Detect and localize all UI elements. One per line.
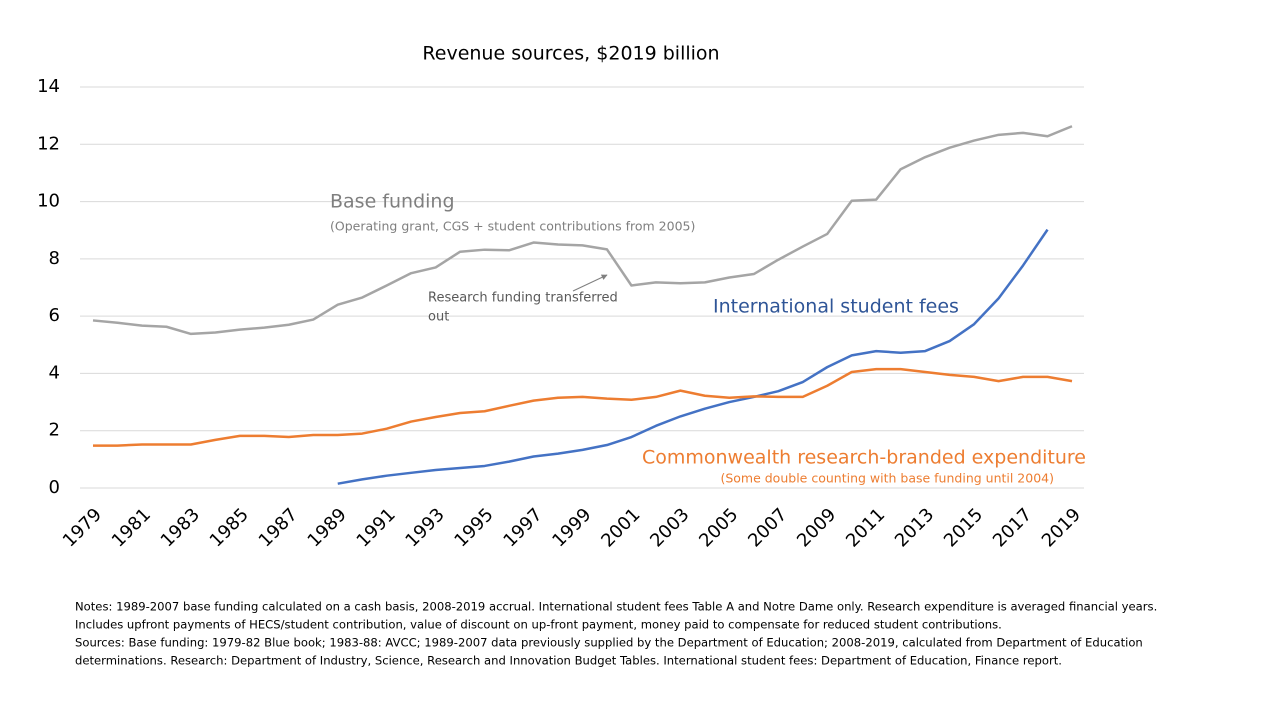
x-tick-label: 1991 — [353, 504, 400, 551]
x-tick-label: 2015 — [940, 504, 987, 551]
x-tick-label: 2005 — [695, 504, 742, 551]
y-tick-label: 8 — [49, 248, 60, 269]
annotation: out — [428, 310, 449, 325]
annotation-arrow — [572, 274, 608, 292]
footnote: determinations. Research: Department of … — [75, 654, 1062, 668]
x-tick-label: 2001 — [597, 504, 644, 551]
y-tick-label: 4 — [49, 362, 60, 383]
y-tick-label: 14 — [37, 76, 60, 97]
y-tick-label: 0 — [49, 477, 60, 498]
x-tick-label: 1999 — [548, 504, 595, 551]
chart-title: Revenue sources, $2019 billion — [422, 43, 719, 65]
x-tick-label: 1983 — [157, 504, 204, 551]
x-tick-label: 2009 — [793, 504, 840, 551]
x-tick-label: 1993 — [401, 504, 448, 551]
x-tick-label: 1981 — [108, 504, 155, 551]
x-tick-label: 2003 — [646, 504, 693, 551]
y-tick-label: 2 — [49, 420, 60, 441]
line-series — [93, 367, 1073, 447]
y-tick-label: 6 — [49, 305, 60, 326]
series-note: (Some double counting with base funding … — [720, 471, 1054, 486]
footnote: Notes: 1989-2007 base funding calculated… — [75, 600, 1157, 614]
x-tick-label: 1985 — [206, 504, 253, 551]
x-tick-label: 1995 — [450, 504, 497, 551]
line-series — [92, 125, 1073, 336]
series-note: (Operating grant, CGS + student contribu… — [330, 219, 695, 234]
y-tick-label: 12 — [37, 133, 60, 154]
x-tick-label: 1979 — [59, 504, 106, 551]
x-tick-label: 1987 — [255, 504, 302, 551]
annotation: Research funding transferred — [428, 291, 618, 306]
series-label: Commonwealth research-branded expenditur… — [642, 447, 1086, 469]
x-tick-label: 1997 — [499, 504, 546, 551]
footnote: Includes upfront payments of HECS/studen… — [75, 618, 1002, 632]
series-label: Base funding — [330, 191, 455, 213]
x-tick-label: 2007 — [744, 504, 791, 551]
series-label: International student fees — [713, 296, 959, 318]
x-tick-label: 2013 — [891, 504, 938, 551]
x-tick-label: 2019 — [1038, 504, 1085, 551]
line-series — [337, 228, 1049, 485]
x-tick-label: 2017 — [989, 504, 1036, 551]
y-tick-label: 10 — [37, 191, 60, 212]
x-tick-label: 1989 — [304, 504, 351, 551]
footnote: Sources: Base funding: 1979-82 Blue book… — [75, 636, 1143, 650]
x-tick-label: 2011 — [842, 504, 889, 551]
